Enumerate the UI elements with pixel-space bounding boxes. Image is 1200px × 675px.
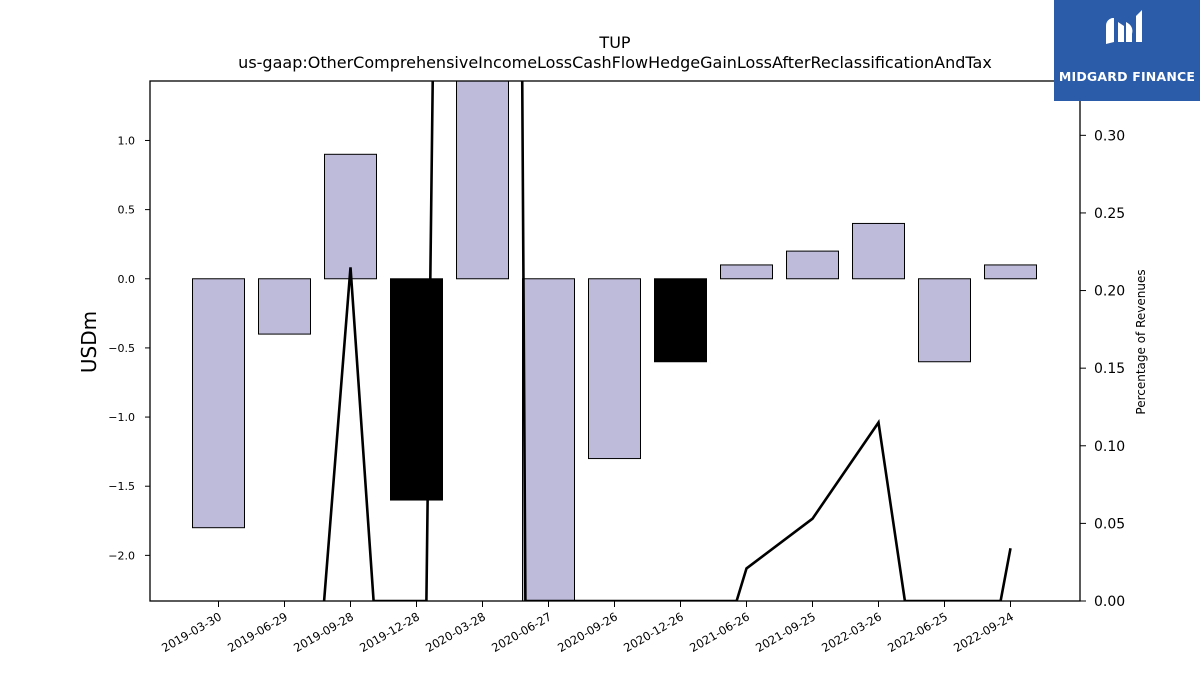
y2-tick-label: 0.10 <box>1094 439 1125 455</box>
y-tick-label: −2.0 <box>108 549 135 562</box>
bar-2019-12-28 <box>390 278 443 501</box>
y2-tick-label: 0.25 <box>1094 206 1125 222</box>
x-tick-label: 2020-06-27 <box>489 609 554 655</box>
bar-2022-03-26 <box>852 222 905 280</box>
x-tick-label: 2019-09-28 <box>291 609 356 655</box>
y-tick-label: −0.5 <box>108 342 135 355</box>
percentage-of-revenues-line <box>322 81 1012 601</box>
x-tick-label: 2022-09-24 <box>951 609 1016 655</box>
x-tick-label: 2019-06-29 <box>225 609 290 655</box>
line-layer <box>322 81 1012 601</box>
x-tick-label: 2021-09-25 <box>753 609 818 655</box>
bar-2021-06-26 <box>720 264 773 280</box>
x-tick-label: 2021-06-26 <box>687 609 752 655</box>
y2-tick-label: 0.05 <box>1094 516 1125 532</box>
bar-2019-03-30 <box>192 278 245 529</box>
y2-tick-label: 0.20 <box>1094 284 1125 300</box>
y-tick-label: 1.0 <box>118 134 136 147</box>
y2-axis-label: Percentage of Revenues <box>1134 269 1148 414</box>
bar-2019-09-28 <box>324 153 377 280</box>
bar-2020-12-26 <box>654 278 707 363</box>
bars-layer <box>192 80 1037 602</box>
y-tick-label: −1.0 <box>108 411 135 424</box>
bar-2020-03-28 <box>456 80 509 280</box>
y-tick-label: 0.5 <box>118 204 136 217</box>
bar-2019-06-29 <box>258 278 311 335</box>
bar-2020-09-26 <box>588 278 641 460</box>
bar-2021-09-25 <box>786 250 839 280</box>
x-tick-label: 2020-03-28 <box>423 609 488 655</box>
brand-name: MIDGARD FINANCE <box>1058 69 1196 84</box>
x-tick-label: 2022-03-26 <box>819 609 884 655</box>
x-tick-label: 2019-12-28 <box>357 609 422 655</box>
chart-title: TUP <box>598 33 630 52</box>
x-tick-label: 2020-12-26 <box>621 609 686 655</box>
bar-2022-09-24 <box>984 264 1037 280</box>
x-tick-label: 2020-09-26 <box>555 609 620 655</box>
y2-tick-label: 0.30 <box>1094 128 1125 144</box>
y-tick-label: 0.0 <box>118 273 136 286</box>
y2-tick-label: 0.00 <box>1094 594 1125 610</box>
brand-logo: MIDGARD FINANCE <box>1054 0 1200 101</box>
y-tick-label: −1.5 <box>108 480 135 493</box>
y-axis-label: USDm <box>77 311 101 373</box>
y2-tick-label: 0.15 <box>1094 361 1125 377</box>
bar-2022-06-25 <box>918 278 971 363</box>
bar-2020-06-27 <box>522 278 575 602</box>
x-tick-label: 2019-03-30 <box>159 609 224 655</box>
x-tick-label: 2022-06-25 <box>885 609 950 655</box>
chart-subtitle: us-gaap:OtherComprehensiveIncomeLossCash… <box>238 53 992 72</box>
brand-mark-icon <box>1106 10 1142 44</box>
